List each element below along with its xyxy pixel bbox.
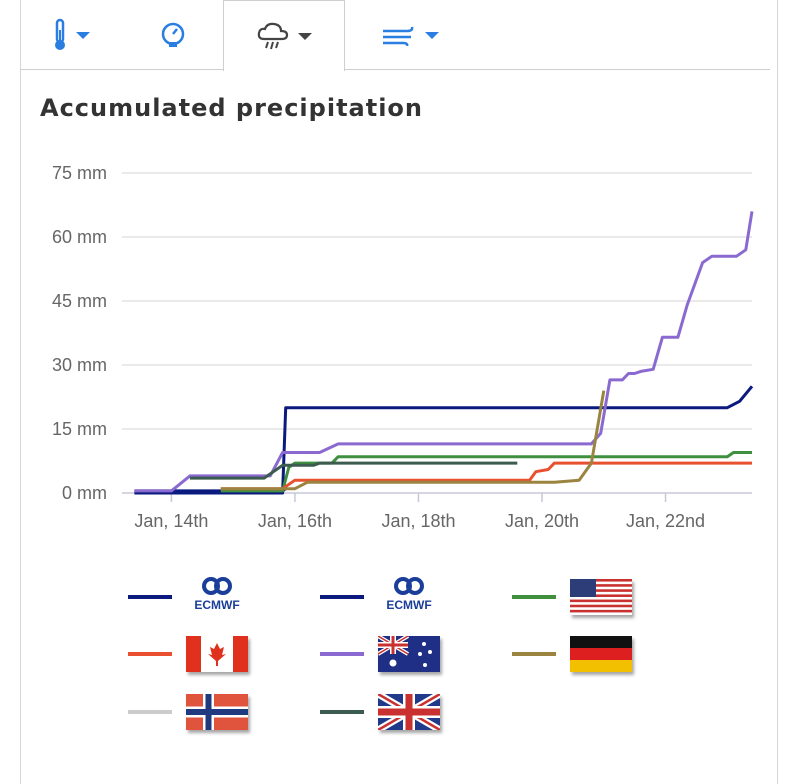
- germany-flag-icon: [570, 636, 632, 672]
- ecmwf-logo: ECMWF: [386, 576, 432, 612]
- series-line-uk: [189, 461, 518, 480]
- uk-flag-icon: [378, 694, 440, 730]
- chevron-down-icon: [76, 31, 90, 39]
- gauge-icon: [161, 22, 185, 47]
- australia-flag-icon: [378, 636, 440, 672]
- y-tick-label: 45 mm: [52, 291, 107, 311]
- tab-divider: [20, 69, 770, 70]
- legend-swatch: [512, 595, 556, 599]
- norway-flag-icon: [186, 694, 248, 730]
- usa-flag-icon: [570, 579, 632, 615]
- series-line-germany: [220, 390, 606, 491]
- tab-bar: [20, 0, 770, 71]
- y-tick-label: 0 mm: [62, 483, 107, 503]
- canada-flag-icon: [186, 636, 248, 672]
- legend-swatch: [128, 595, 172, 599]
- widget-frame: [20, 0, 778, 784]
- legend-item-ecmwf[interactable]: ECMWF: [128, 575, 248, 619]
- y-tick-label: 60 mm: [52, 227, 107, 247]
- legend-swatch: [512, 652, 556, 656]
- x-tick-label: Jan, 20th: [505, 511, 579, 531]
- legend-item-norway[interactable]: [128, 690, 248, 734]
- norway-flag-icon: [186, 694, 248, 730]
- svg-text:ECMWF: ECMWF: [194, 598, 239, 612]
- chevron-down-icon: [298, 32, 312, 40]
- y-tick-label: 15 mm: [52, 419, 107, 439]
- germany-flag-icon: [570, 636, 632, 672]
- thermometer-icon: [55, 18, 65, 50]
- australia-flag-icon: [378, 636, 440, 672]
- tab-precipitation[interactable]: [223, 0, 345, 71]
- tab-wind[interactable]: [345, 0, 475, 70]
- rain-cloud-icon: [257, 22, 289, 50]
- legend-swatch: [128, 710, 172, 714]
- legend-swatch: [128, 652, 172, 656]
- x-tick-label: Jan, 22nd: [626, 511, 705, 531]
- legend-item-australia[interactable]: [320, 632, 440, 676]
- svg-text:ECMWF: ECMWF: [386, 598, 431, 612]
- x-tick-label: Jan, 14th: [134, 511, 208, 531]
- y-tick-label: 75 mm: [52, 163, 107, 183]
- series-line-australia: [134, 211, 754, 493]
- tab-temperature[interactable]: [20, 0, 122, 70]
- usa-flag-icon: [570, 579, 632, 615]
- canada-flag-icon: [186, 636, 248, 672]
- legend-swatch: [320, 595, 364, 599]
- ecmwf-logo: ECMWF: [194, 576, 240, 612]
- legend-item-germany[interactable]: [512, 632, 632, 676]
- chart-title: Accumulated precipitation: [40, 94, 424, 122]
- y-tick-label: 30 mm: [52, 355, 107, 375]
- legend-swatch: [320, 652, 364, 656]
- legend-item-uk[interactable]: [320, 690, 440, 734]
- legend-item-usa[interactable]: [512, 575, 632, 619]
- x-tick-label: Jan, 18th: [381, 511, 455, 531]
- uk-flag-icon: [378, 694, 440, 730]
- wind-icon: [383, 26, 414, 46]
- legend-item-canada[interactable]: [128, 632, 248, 676]
- legend-swatch: [320, 710, 364, 714]
- legend-item-ecmwf[interactable]: ECMWF: [320, 575, 440, 619]
- precipitation-chart[interactable]: 0 mm 15 mm 30 mm 45 mm 60 mm 75 mm Jan, 14th Ja…: [0, 150, 789, 540]
- chevron-down-icon: [425, 31, 439, 39]
- x-tick-label: Jan, 16th: [258, 511, 332, 531]
- ecmwf-logo: ECMWF: [186, 575, 248, 620]
- ecmwf-logo: ECMWF: [378, 575, 440, 620]
- tab-pressure[interactable]: [122, 0, 224, 70]
- series-line-ecmwf: [134, 385, 754, 495]
